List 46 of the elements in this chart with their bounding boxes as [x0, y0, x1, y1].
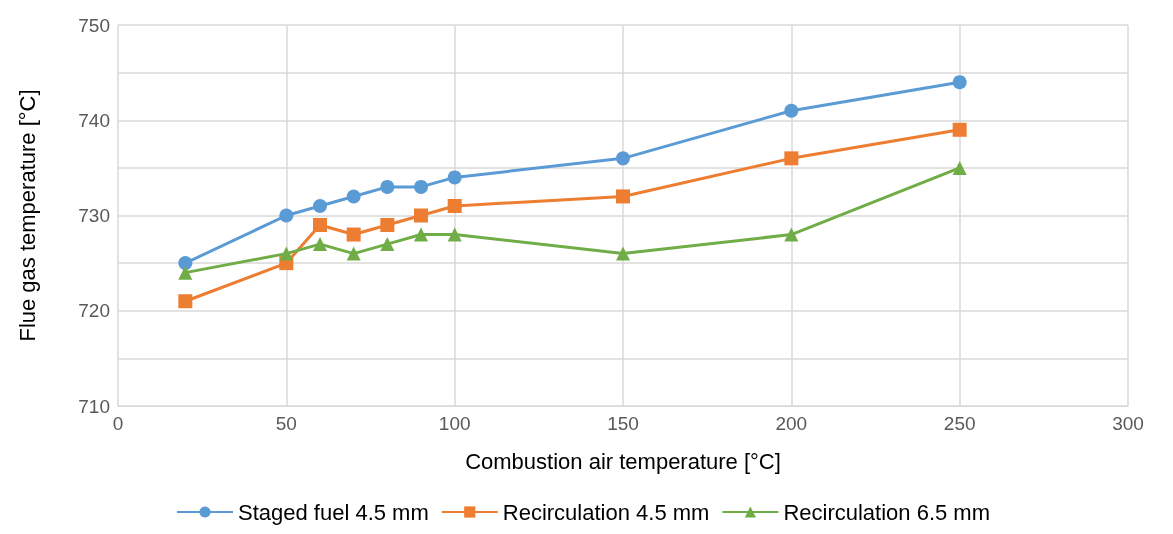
- point: [380, 218, 395, 233]
- point: [178, 294, 193, 309]
- point: [380, 179, 395, 194]
- y-tick-label: 710: [78, 395, 110, 417]
- point: [346, 189, 361, 204]
- point: [447, 170, 462, 185]
- y-axis-title: Flue gas temperature [°C]: [14, 89, 40, 342]
- y-tick-label: 740: [78, 109, 110, 131]
- point: [346, 246, 361, 261]
- point: [279, 246, 294, 261]
- x-tick-label: 200: [775, 413, 808, 434]
- point: [414, 227, 428, 242]
- point: [346, 227, 361, 242]
- x-tick-label: 100: [438, 413, 471, 434]
- x-tick-label: 50: [275, 413, 297, 434]
- x-tick-label: 150: [607, 413, 639, 434]
- y-tick-label: 730: [78, 205, 110, 226]
- point: [178, 256, 193, 271]
- point: [178, 265, 193, 280]
- x-tick-label: 300: [1112, 413, 1144, 434]
- legend-label: Recirculation 4.5 mm: [502, 499, 710, 525]
- legend-label: Staged fuel 4.5 mm: [237, 499, 429, 525]
- point: [952, 122, 967, 137]
- point: [952, 75, 967, 90]
- x-tick-label: 0: [112, 413, 124, 434]
- point: [616, 189, 630, 204]
- point: [784, 103, 799, 118]
- point: [313, 237, 327, 252]
- point: [313, 218, 327, 233]
- point: [952, 160, 967, 175]
- point: [447, 198, 462, 213]
- point: [380, 237, 395, 252]
- point: [616, 151, 630, 166]
- point: [414, 179, 428, 194]
- point: [279, 208, 294, 223]
- legend-label: Recirculation 6.5 mm: [783, 499, 991, 525]
- x-axis-title: Combustion air temperature [°C]: [465, 448, 781, 474]
- x-tick-label: 250: [943, 413, 976, 434]
- y-tick-label: 750: [78, 14, 110, 36]
- point: [616, 246, 630, 261]
- y-tick-label: 720: [78, 300, 110, 322]
- point: [414, 208, 428, 223]
- point: [313, 198, 327, 213]
- point: [784, 151, 799, 166]
- point: [784, 227, 799, 242]
- point: [447, 227, 462, 242]
